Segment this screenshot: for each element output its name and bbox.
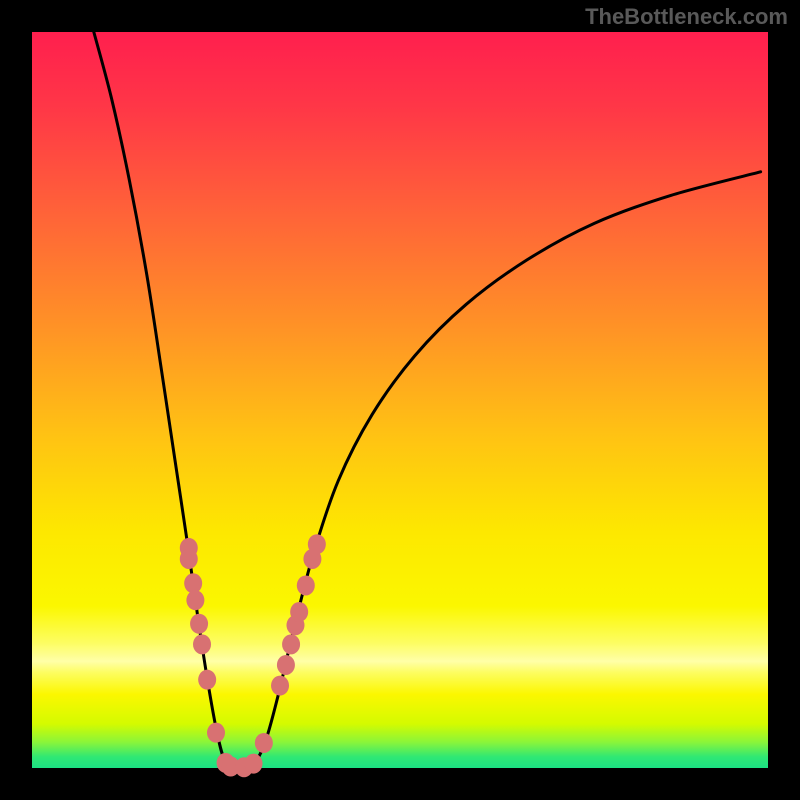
curve-marker xyxy=(198,670,216,690)
curve-marker xyxy=(180,549,198,569)
chart-root: TheBottleneck.com xyxy=(0,0,800,800)
chart-svg xyxy=(0,0,800,800)
curve-marker xyxy=(271,676,289,696)
curve-marker xyxy=(207,723,225,743)
watermark-text: TheBottleneck.com xyxy=(585,4,788,30)
curve-marker xyxy=(186,590,204,610)
curve-marker xyxy=(277,655,295,675)
curve-marker xyxy=(282,634,300,654)
curve-marker xyxy=(255,733,273,753)
curve-marker xyxy=(308,534,326,554)
curve-marker xyxy=(290,602,308,622)
curve-marker xyxy=(297,575,315,595)
plot-background xyxy=(32,32,768,768)
curve-marker xyxy=(245,754,263,774)
curve-marker xyxy=(184,573,202,593)
curve-marker xyxy=(193,634,211,654)
curve-marker xyxy=(190,614,208,634)
